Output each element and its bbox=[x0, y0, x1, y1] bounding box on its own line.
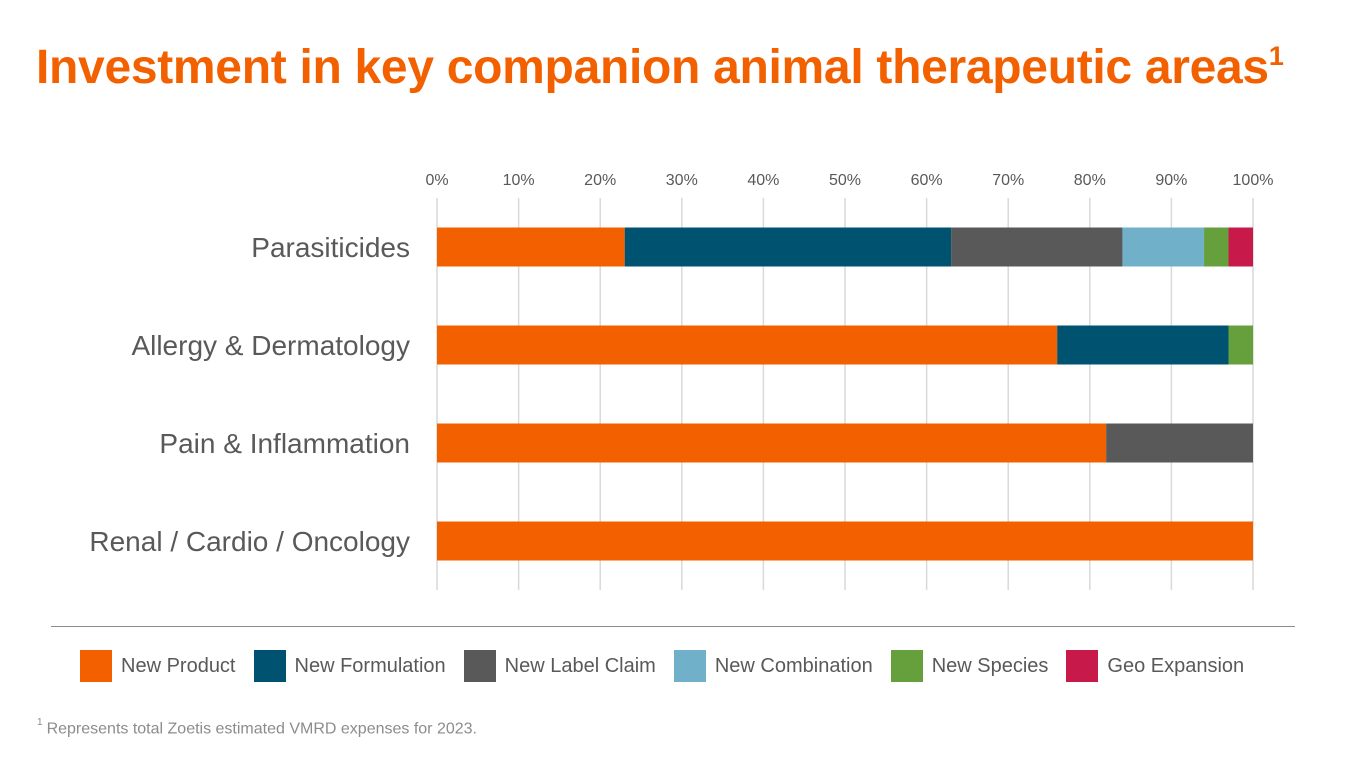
legend-divider bbox=[51, 626, 1295, 627]
legend-item: New Formulation bbox=[253, 650, 464, 682]
bar-segment-new-label-claim bbox=[1106, 423, 1253, 463]
footnote-text: Represents total Zoetis estimated VMRD e… bbox=[46, 720, 477, 738]
bar-segment-new-species bbox=[1204, 227, 1229, 267]
page-title: Investment in key companion animal thera… bbox=[36, 40, 1284, 95]
footnote-marker: 1 bbox=[37, 717, 43, 728]
bar-segment-geo-expansion bbox=[1228, 227, 1253, 267]
legend-swatch bbox=[1066, 650, 1099, 682]
legend-item: New Species bbox=[890, 650, 1067, 682]
legend-item: New Product bbox=[80, 650, 254, 682]
legend-swatch bbox=[80, 650, 112, 682]
legend-swatch bbox=[890, 650, 923, 682]
bar-segment-new-species bbox=[1228, 325, 1253, 365]
title-text: Investment in key companion animal thera… bbox=[36, 41, 1269, 94]
x-tick-label: 90% bbox=[1155, 172, 1187, 189]
bar-segment-new-combination bbox=[1122, 227, 1205, 267]
bar-segment-new-formulation bbox=[624, 227, 952, 267]
stacked-bar-chart: 0% 10% 20% 30% 40% 50% 60% 70% 80% 90% 100% Parasi… bbox=[89, 172, 1274, 590]
bar-segment-new-product bbox=[437, 325, 1058, 365]
x-tick-label: 80% bbox=[1074, 172, 1106, 189]
legend-label: New Label Claim bbox=[504, 654, 656, 677]
category-label: Parasiticides bbox=[251, 232, 410, 263]
title-footnote-marker: 1 bbox=[1268, 41, 1284, 71]
x-tick-label: 70% bbox=[992, 172, 1024, 189]
legend-label: New Species bbox=[931, 654, 1049, 677]
x-tick-label: 50% bbox=[829, 172, 861, 189]
bar-segment-new-product bbox=[437, 423, 1107, 463]
x-tick-label: 10% bbox=[503, 172, 535, 189]
bar-segment-new-product bbox=[437, 227, 625, 267]
legend-label: New Product bbox=[121, 654, 236, 677]
legend-label: New Combination bbox=[714, 654, 873, 677]
legend-swatch bbox=[463, 650, 496, 682]
footnote: 1 Represents total Zoetis estimated VMRD … bbox=[37, 717, 477, 738]
bar-segment-new-product bbox=[437, 521, 1253, 561]
legend-swatch bbox=[253, 650, 286, 682]
x-tick-label: 60% bbox=[911, 172, 943, 189]
x-tick-label: 40% bbox=[747, 172, 779, 189]
x-tick-label: 30% bbox=[666, 172, 698, 189]
legend-item: New Label Claim bbox=[463, 650, 674, 682]
legend-item: Geo Expansion bbox=[1066, 650, 1262, 682]
x-tick-label: 20% bbox=[584, 172, 616, 189]
legend-label: New Formulation bbox=[294, 654, 446, 677]
legend-label: Geo Expansion bbox=[1107, 654, 1245, 677]
category-label: Allergy & Dermatology bbox=[131, 330, 410, 361]
x-tick-label: 0% bbox=[425, 172, 448, 189]
chart-legend: New Product New Formulation New Label Clai… bbox=[80, 650, 1262, 682]
bar-segment-new-formulation bbox=[1057, 325, 1229, 365]
legend-item: New Combination bbox=[673, 650, 891, 682]
legend-swatch bbox=[673, 650, 706, 682]
x-tick-label: 100% bbox=[1233, 172, 1274, 189]
category-label: Pain & Inflammation bbox=[159, 428, 410, 459]
bar-segment-new-label-claim bbox=[951, 227, 1123, 267]
category-label: Renal / Cardio / Oncology bbox=[89, 526, 410, 557]
